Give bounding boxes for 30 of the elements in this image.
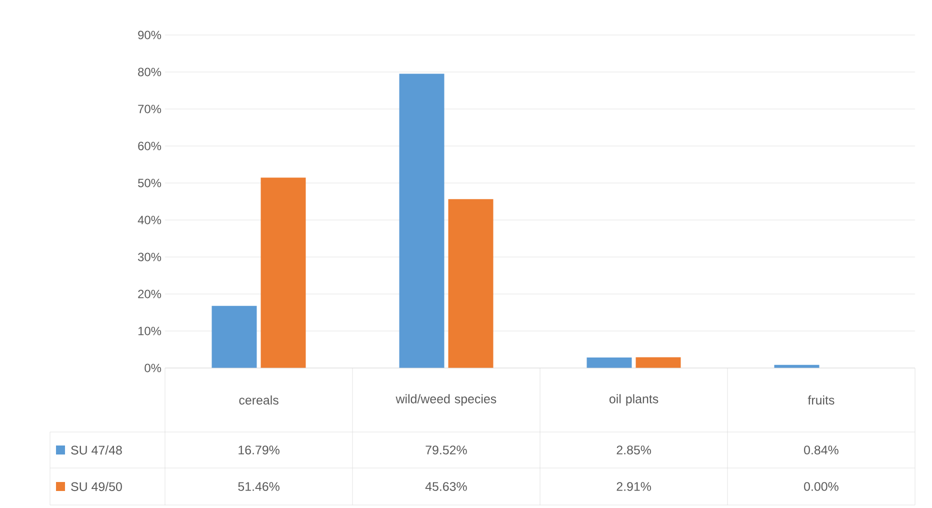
y-tick-label: 30% — [138, 252, 162, 262]
data-label: 0.00% — [804, 482, 838, 491]
y-tick-label: 80% — [138, 68, 162, 76]
bar — [448, 199, 494, 368]
data-label: 45.63% — [425, 482, 467, 491]
data-label: 2.91% — [616, 482, 652, 491]
x-tick-label: wild/weed species — [396, 394, 496, 406]
x-tick-label: oil plants — [609, 394, 658, 406]
y-tick-label: 0% — [144, 364, 162, 372]
bar — [586, 357, 632, 368]
bar — [212, 306, 257, 368]
data-label: 2.85% — [616, 446, 652, 454]
legend-label: SU 47/48 — [71, 445, 122, 455]
data-label: 0.84% — [804, 446, 838, 454]
bar — [260, 178, 306, 368]
y-tick-label: 50% — [138, 178, 162, 188]
y-tick-label: 20% — [138, 290, 162, 298]
data-label: 16.79% — [238, 446, 280, 454]
y-tick-label: 10% — [138, 326, 162, 336]
data-label: 79.52% — [426, 446, 467, 454]
y-tick-label: 40% — [138, 216, 162, 224]
y-tick-label: 70% — [138, 104, 162, 114]
bar — [399, 74, 444, 368]
y-tick-label: 60% — [138, 142, 162, 150]
x-tick-label: fruits — [808, 395, 834, 405]
legend-label: SU 49/50 — [71, 482, 122, 492]
y-tick-label: 90% — [138, 30, 162, 40]
x-tick-label: cereals — [239, 395, 278, 405]
bar — [636, 357, 681, 368]
data-label: 51.46% — [238, 482, 280, 491]
